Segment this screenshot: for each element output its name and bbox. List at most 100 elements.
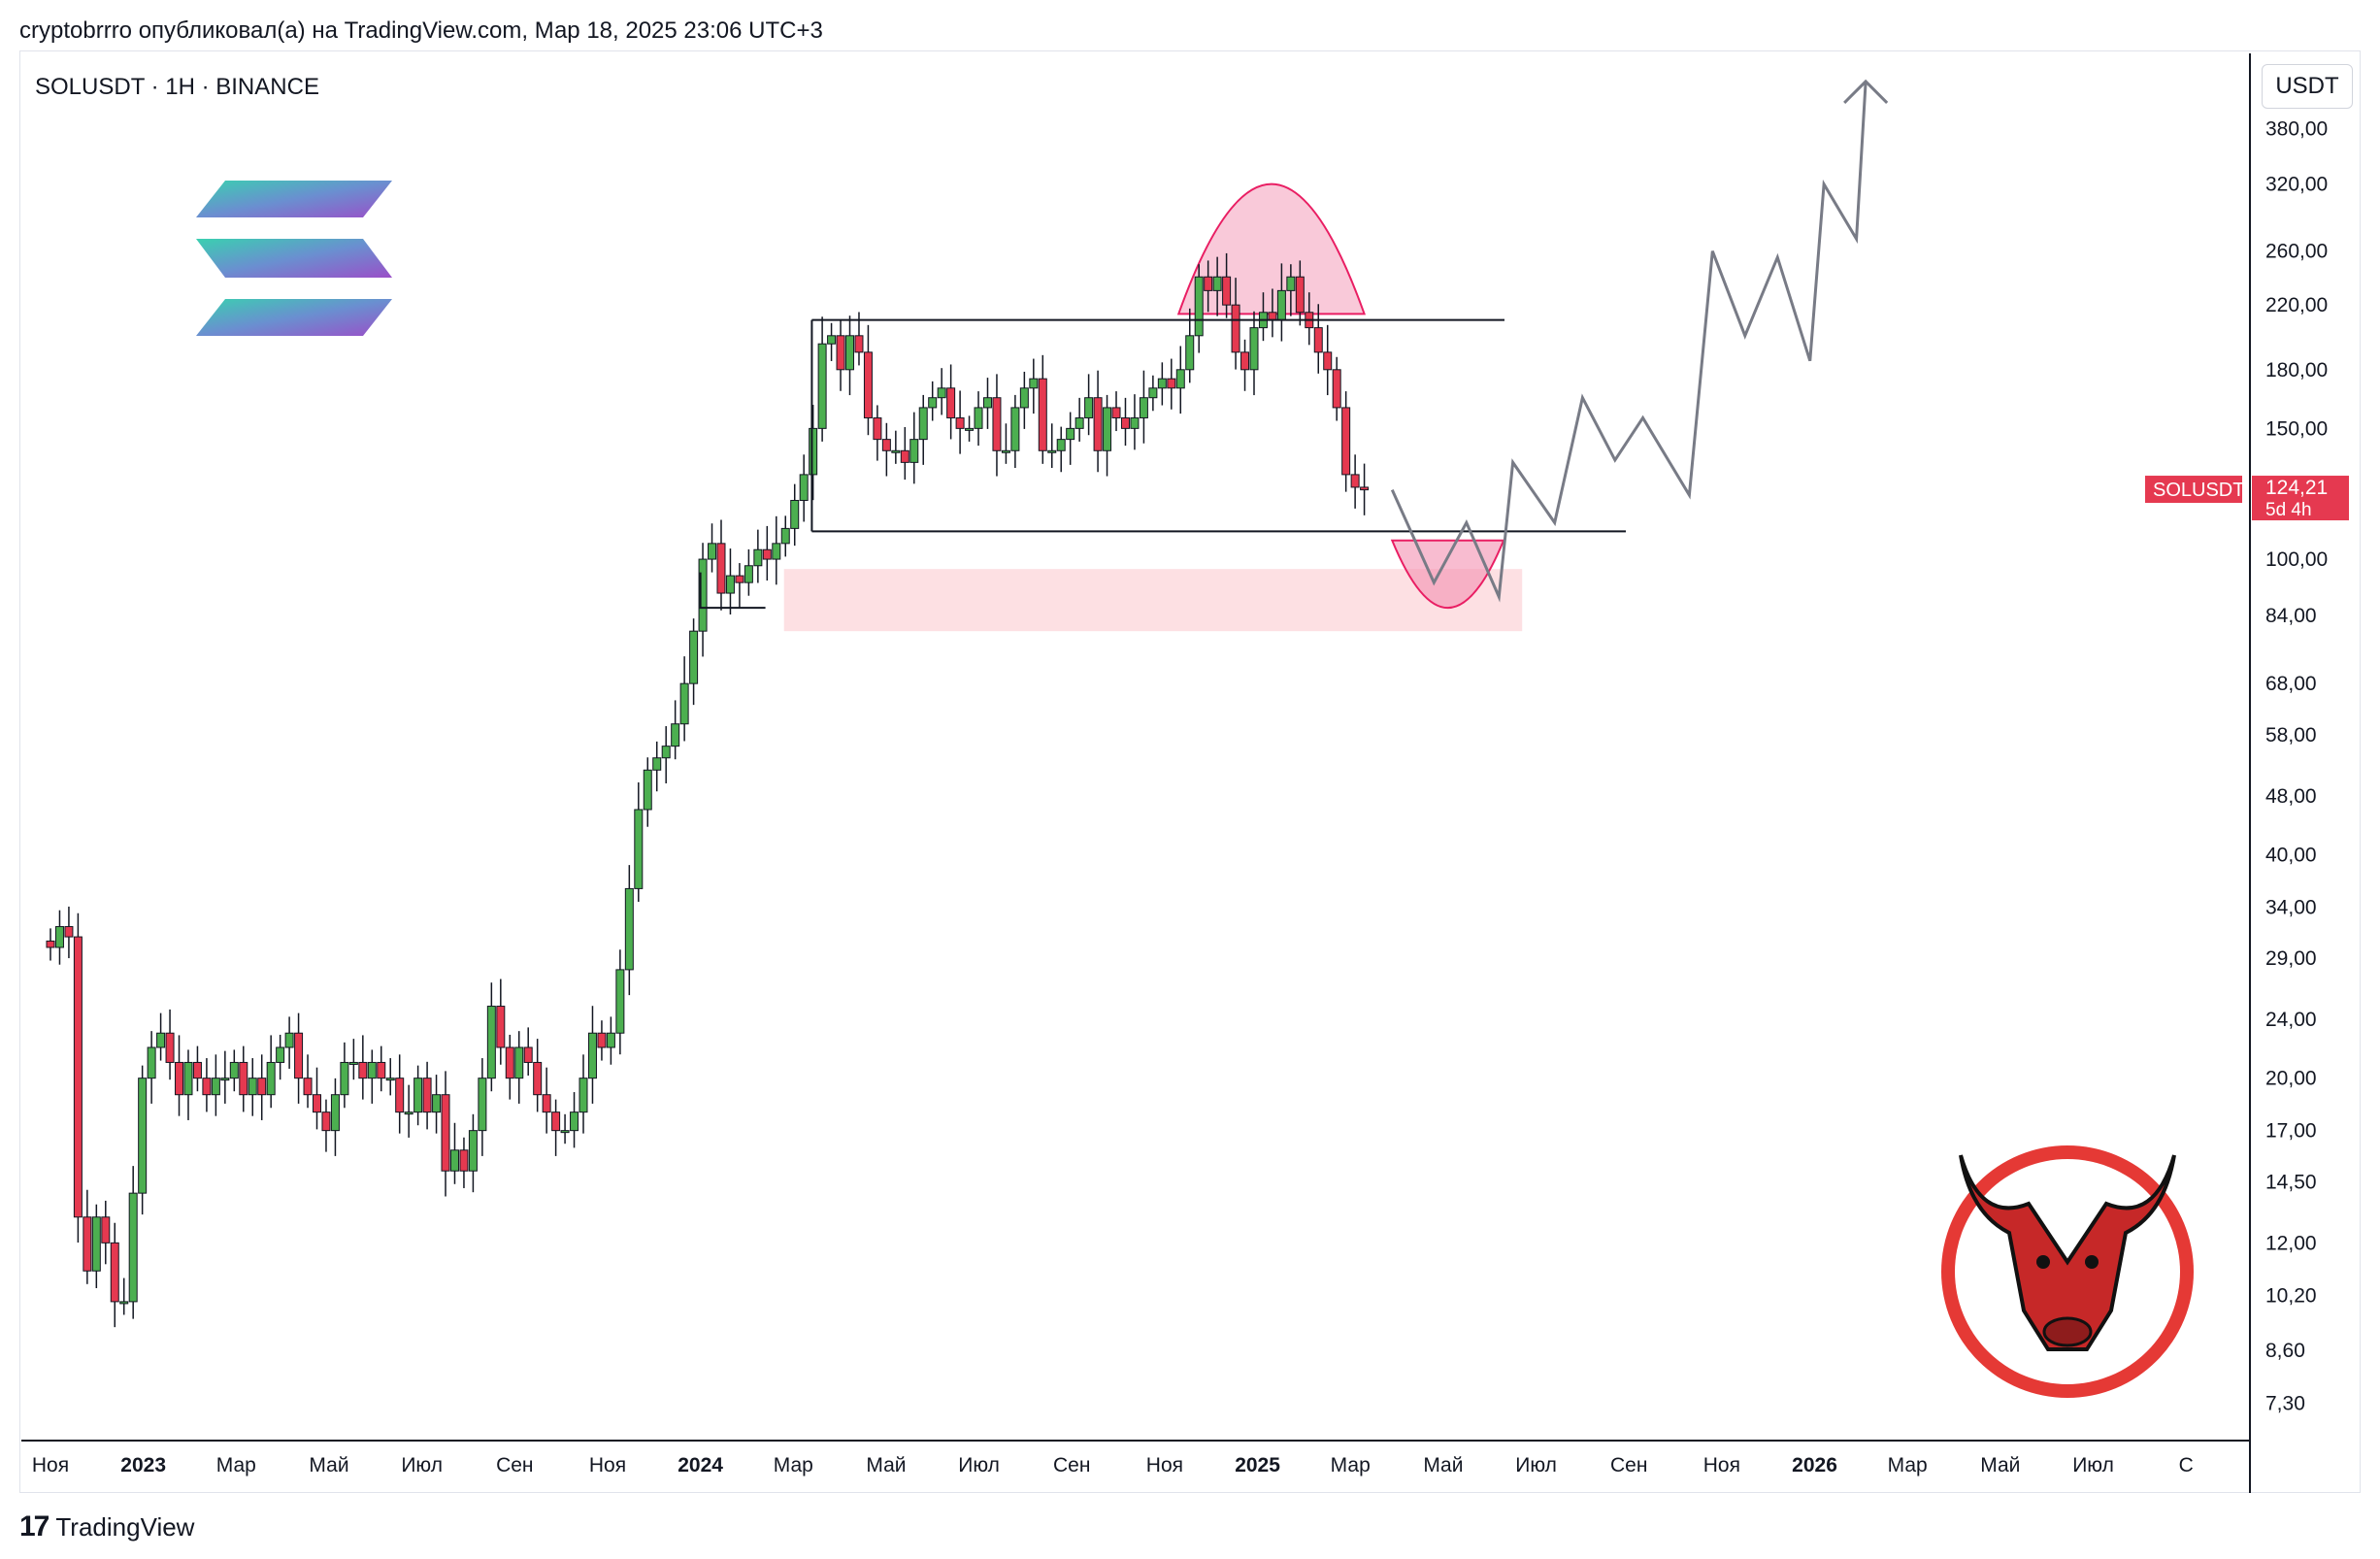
candle-body xyxy=(248,1078,257,1096)
price-tick-label: 100,00 xyxy=(2265,548,2328,571)
candle xyxy=(753,529,763,583)
candle-body xyxy=(1167,378,1176,389)
candle-body xyxy=(54,926,64,948)
candle-body xyxy=(257,1078,267,1096)
candle xyxy=(624,865,634,996)
candle xyxy=(698,543,708,657)
candle-body xyxy=(615,969,625,1034)
candle xyxy=(441,1071,450,1197)
candle xyxy=(1148,375,1158,412)
bottom-arc xyxy=(1390,539,1505,610)
candle-body xyxy=(321,1111,331,1132)
candle-body xyxy=(918,407,928,441)
candle-body xyxy=(551,1111,561,1132)
candle xyxy=(358,1035,368,1100)
time-tick-label: Ноя xyxy=(1703,1454,1740,1476)
candle-body xyxy=(1120,416,1130,429)
price-axis[interactable]: 380,00 320,00 260,00 220,00 180,00 150,00 100,… xyxy=(2145,118,2349,1415)
candle-body xyxy=(202,1078,212,1096)
candle-body xyxy=(266,1061,276,1096)
candle xyxy=(1010,394,1020,469)
candle xyxy=(110,1222,119,1328)
candle xyxy=(284,1016,294,1069)
candle-body xyxy=(799,474,809,501)
candle-body xyxy=(229,1061,239,1079)
candle-body xyxy=(1222,276,1232,306)
candle-body xyxy=(780,527,790,545)
chart-frame-lines xyxy=(21,53,2251,1493)
candle-body xyxy=(478,1078,487,1132)
candle xyxy=(551,1099,561,1156)
candle xyxy=(1313,304,1323,374)
tradingview-logo[interactable]: 17 TradingView xyxy=(19,1510,194,1543)
candle xyxy=(1295,260,1305,326)
candle-body xyxy=(606,1032,615,1048)
time-tick-label: Сен xyxy=(496,1454,533,1476)
candle xyxy=(128,1166,138,1319)
candle-body xyxy=(762,548,772,560)
candle-body xyxy=(441,1094,450,1172)
time-tick-label: Июл xyxy=(1515,1454,1557,1476)
symbol-label: SOLUSDT · 1H · BINANCE xyxy=(35,74,319,100)
candle-body xyxy=(542,1094,551,1113)
crypto-bull-badge xyxy=(1941,1145,2194,1398)
candle-body xyxy=(909,439,919,463)
candle xyxy=(974,391,983,447)
candle-body xyxy=(1350,474,1360,488)
price-tick-label: 68,00 xyxy=(2265,673,2317,695)
candle-body xyxy=(937,387,946,399)
price-tag-value: 124,21 xyxy=(2265,477,2328,499)
candle xyxy=(780,515,790,557)
candle xyxy=(202,1058,212,1112)
price-tick-label: 58,00 xyxy=(2265,724,2317,746)
candle xyxy=(496,979,506,1065)
candle-body xyxy=(698,558,708,632)
candle-body xyxy=(891,449,901,453)
candle-body xyxy=(284,1032,294,1048)
candle xyxy=(165,1009,175,1080)
candle xyxy=(918,394,928,465)
candle-body xyxy=(1157,378,1167,389)
candle-body xyxy=(211,1078,220,1096)
candle-body xyxy=(955,416,965,429)
candle xyxy=(147,1031,156,1104)
candle xyxy=(725,548,735,615)
price-tick-label: 10,20 xyxy=(2265,1284,2317,1307)
top-arc xyxy=(1176,182,1367,315)
candle-body xyxy=(965,427,975,431)
candle xyxy=(863,324,873,436)
candle-body xyxy=(533,1061,543,1096)
candle-body xyxy=(1111,407,1121,418)
candle xyxy=(101,1200,111,1265)
candle-body xyxy=(147,1046,156,1079)
candle-body xyxy=(514,1046,524,1079)
candle xyxy=(192,1045,202,1092)
price-tick-label: 180,00 xyxy=(2265,359,2328,381)
candle-body xyxy=(395,1078,405,1113)
candle-body xyxy=(101,1216,111,1244)
candle-body xyxy=(119,1301,129,1305)
candle xyxy=(313,1067,322,1130)
time-axis[interactable]: Ноя 2023 Мар Май Июл Сен Ноя 2024 Мар Май Июл Сен Но… xyxy=(32,1454,2194,1476)
candle xyxy=(478,1058,487,1156)
candle-body xyxy=(432,1094,442,1113)
candle-body xyxy=(46,940,55,948)
candle xyxy=(542,1067,551,1134)
candle-body xyxy=(928,397,938,409)
candle xyxy=(652,741,662,792)
candle xyxy=(689,618,699,706)
candle xyxy=(817,316,827,442)
candle-body xyxy=(974,407,983,429)
candle xyxy=(1323,324,1333,396)
candle xyxy=(836,318,845,391)
candle xyxy=(615,949,625,1055)
time-tick-label: 2026 xyxy=(1792,1454,1837,1476)
candle xyxy=(413,1065,423,1126)
chart-pane[interactable] xyxy=(19,50,2361,1493)
candle xyxy=(459,1137,469,1188)
currency-button[interactable]: USDT xyxy=(2262,64,2353,109)
candle-body xyxy=(1093,397,1103,451)
candle-body xyxy=(753,548,763,567)
candle xyxy=(946,364,956,440)
